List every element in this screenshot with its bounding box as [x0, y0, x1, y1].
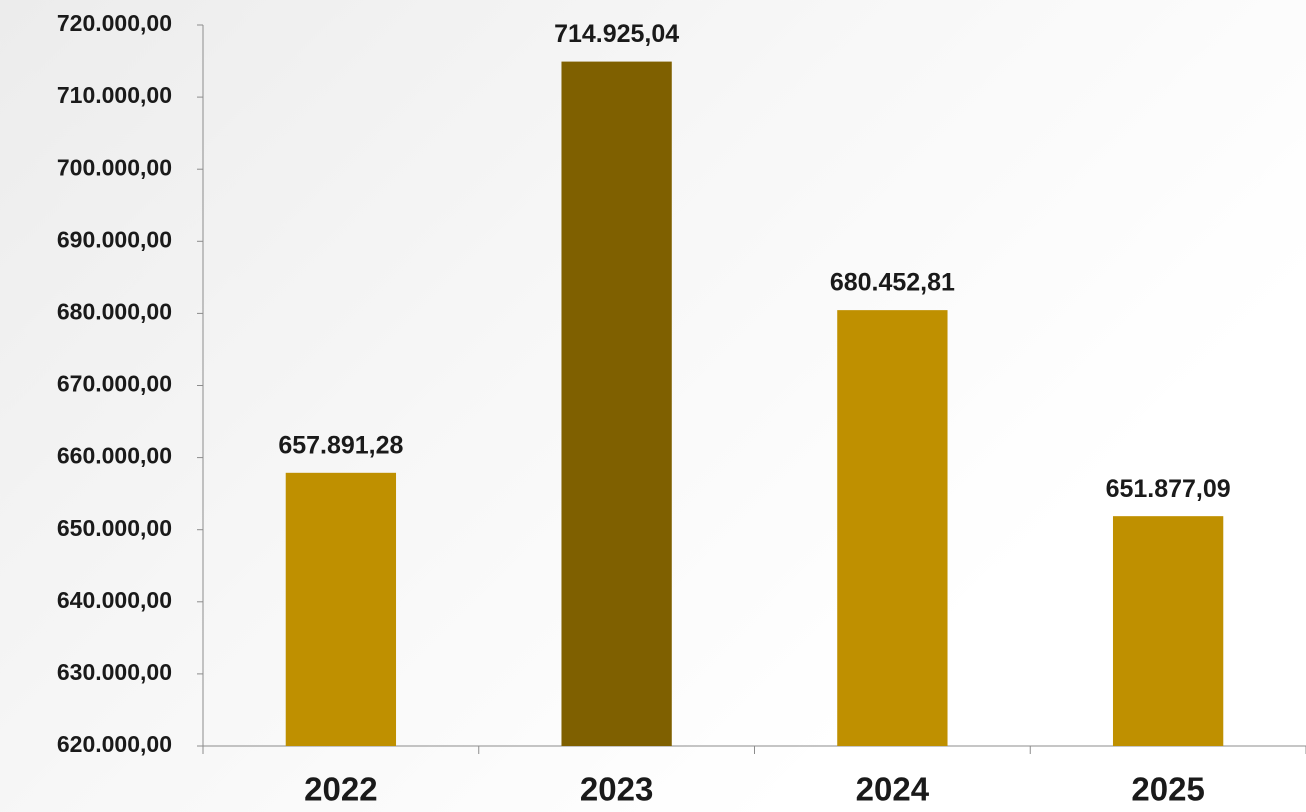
value-label: 680.452,81 [830, 269, 955, 297]
y-tick-label: 670.000,00 [57, 371, 172, 397]
y-tick-label: 620.000,00 [57, 731, 172, 757]
y-tick-label: 640.000,00 [57, 587, 172, 613]
value-label: 651.877,09 [1106, 475, 1231, 503]
bar [561, 61, 672, 747]
y-tick-label: 650.000,00 [57, 515, 172, 541]
y-tick-label: 680.000,00 [57, 298, 172, 324]
value-label: 657.891,28 [278, 431, 403, 459]
x-tick-label: 2022 [304, 771, 377, 808]
bar [1112, 516, 1224, 746]
y-tick-label: 690.000,00 [57, 226, 172, 252]
x-tick-label: 2025 [1131, 771, 1204, 808]
value-label: 714.925,04 [554, 20, 679, 48]
bar [837, 310, 948, 746]
bar [285, 472, 397, 746]
x-tick-label: 2024 [856, 771, 930, 808]
y-tick-label: 710.000,00 [57, 82, 172, 108]
y-tick-label: 700.000,00 [57, 154, 172, 180]
y-tick-label: 630.000,00 [57, 659, 172, 685]
y-tick-label: 720.000,00 [57, 10, 172, 36]
y-tick-label: 660.000,00 [57, 443, 172, 469]
x-tick-label: 2023 [580, 771, 653, 808]
